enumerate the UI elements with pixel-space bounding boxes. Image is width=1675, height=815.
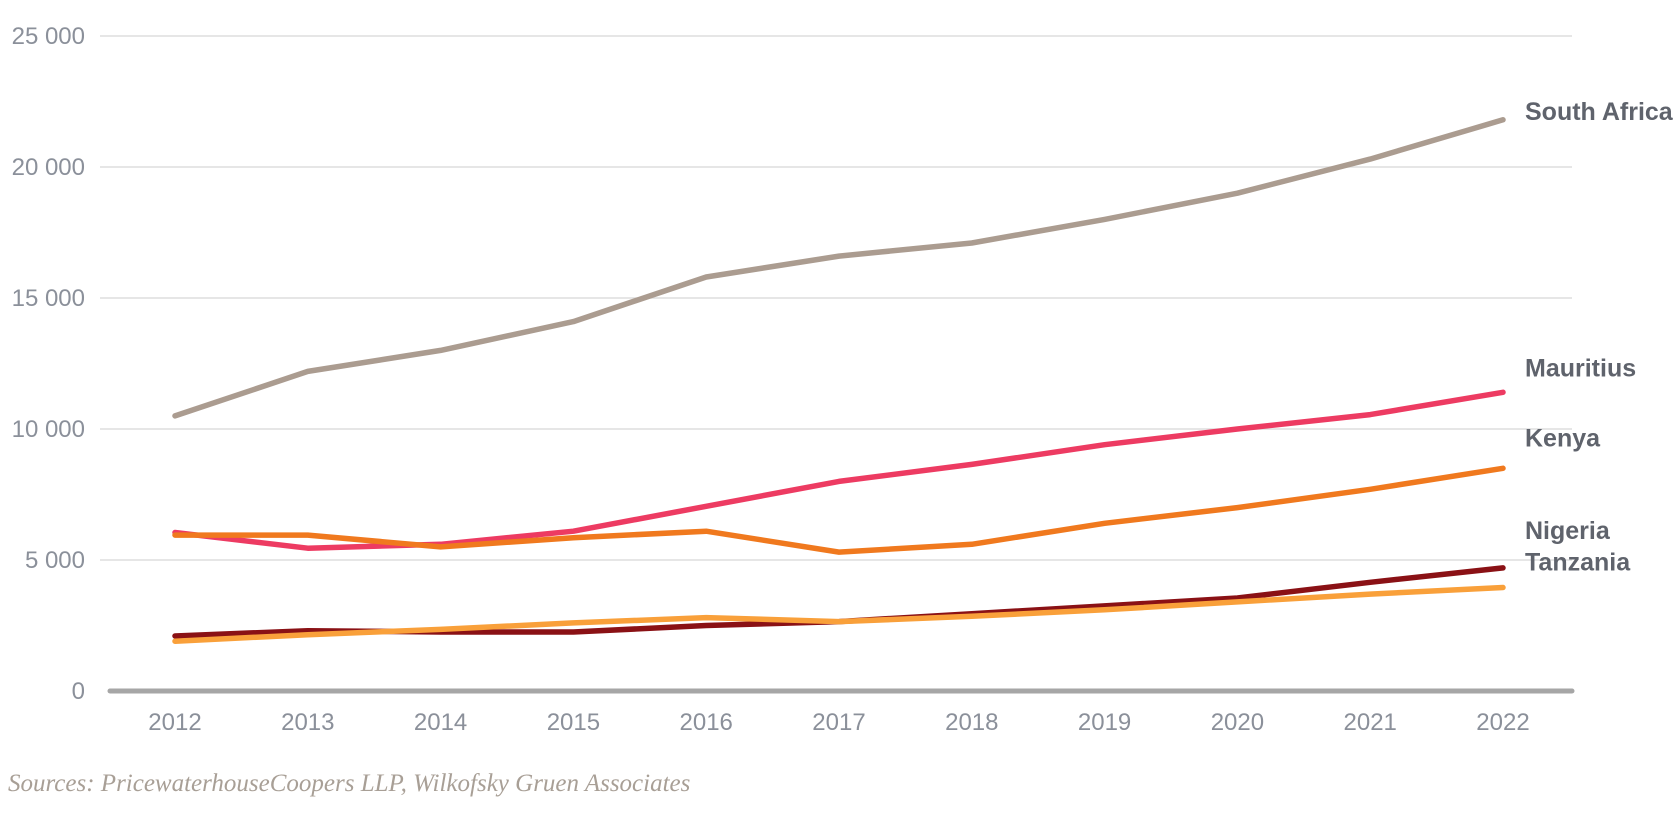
y-tick-label: 10 000 <box>12 416 85 443</box>
x-tick-label: 2021 <box>1344 709 1397 736</box>
x-tick-label: 2022 <box>1476 709 1529 736</box>
x-tick-label: 2013 <box>281 709 334 736</box>
x-tick-label: 2015 <box>547 709 600 736</box>
y-tick-label: 20 000 <box>12 154 85 181</box>
x-tick-label: 2014 <box>414 709 467 736</box>
x-tick-label: 2018 <box>945 709 998 736</box>
series-line-mauritius <box>172 389 1506 551</box>
series-label-nigeria: Nigeria <box>1525 517 1611 545</box>
series-line-kenya <box>172 465 1506 555</box>
line-chart-svg: 0 5 000 10 000 15 000 20 000 25 000 2012 2013 20… <box>12 23 1674 736</box>
series-label-tanzania: Tanzania <box>1525 549 1631 577</box>
series-label-mauritius: Mauritius <box>1525 354 1636 382</box>
y-tick-label: 25 000 <box>12 23 85 50</box>
x-tick-label: 2012 <box>148 709 201 736</box>
x-tick-label: 2017 <box>812 709 865 736</box>
y-tick-label: 5 000 <box>25 547 85 574</box>
y-tick-label: 15 000 <box>12 285 85 312</box>
x-tick-label: 2016 <box>680 709 733 736</box>
series-line-tanzania <box>172 584 1506 644</box>
series-line-south-africa <box>172 117 1506 419</box>
series-line-nigeria <box>172 565 1506 639</box>
series-label-south-africa: South Africa <box>1525 98 1674 126</box>
series-label-kenya: Kenya <box>1525 424 1601 452</box>
source-note: Sources: PricewaterhouseCoopers LLP, Wil… <box>8 770 691 797</box>
y-tick-label: 0 <box>72 678 85 705</box>
x-tick-label: 2019 <box>1078 709 1131 736</box>
x-tick-label: 2020 <box>1211 709 1264 736</box>
